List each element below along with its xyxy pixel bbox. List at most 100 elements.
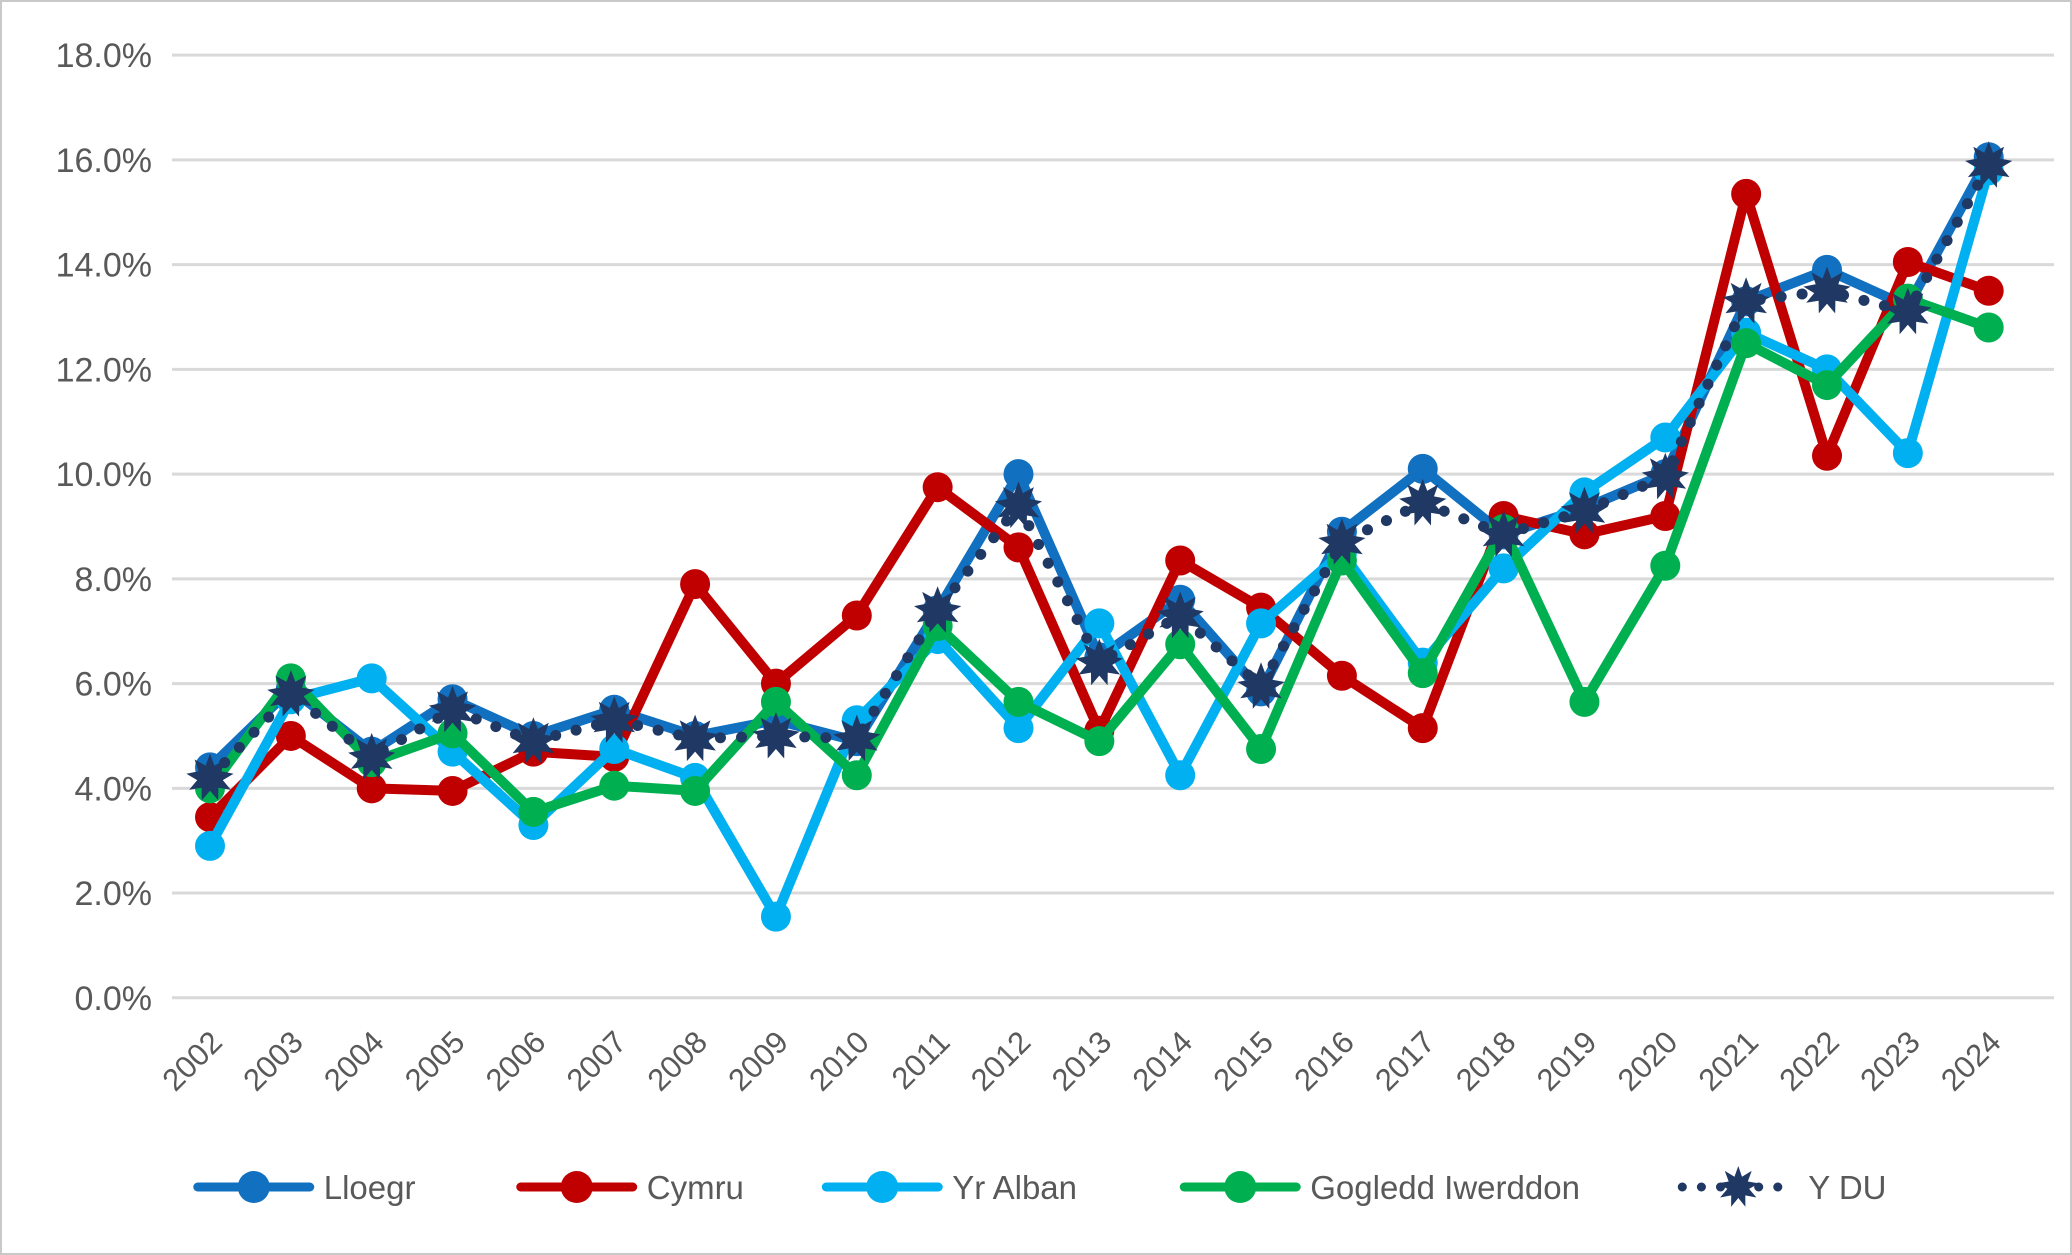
legend-label-y-du: Y DU	[1808, 1169, 1886, 1206]
x-tick-label: 2005	[398, 1024, 472, 1098]
marker-circle-cymru	[1973, 275, 2004, 306]
y-tick-label: 18.0%	[56, 37, 152, 75]
legend-label-gogledd-iwerddon: Gogledd Iwerddon	[1310, 1169, 1580, 1206]
marker-circle-cymru	[841, 600, 872, 631]
y-tick-label: 12.0%	[56, 351, 152, 389]
marker-star-y-du	[428, 685, 477, 733]
legend-marker-yr-alban	[866, 1171, 899, 1203]
marker-star-y-du	[267, 670, 315, 717]
marker-star-y-du	[348, 732, 396, 780]
marker-circle-cymru	[922, 472, 953, 503]
legend: Lloegr Cymru Yr Alban Gogledd Iwerddon Y DU	[193, 1166, 1887, 1207]
x-axis-tick-labels: 2002 2003 2004 2005 2006 2007 2008 2009 2010 2011…	[155, 1024, 2007, 1098]
marker-circle-gogledd-iwerddon	[1812, 370, 1842, 401]
marker-star-y-du	[1560, 486, 1609, 534]
x-tick-label: 2023	[1853, 1024, 1927, 1098]
marker-circle-yr-alban	[1165, 760, 1196, 791]
y-tick-label: 8.0%	[75, 561, 153, 599]
marker-circle-gogledd-iwerddon	[1003, 686, 1034, 717]
x-tick-label: 2015	[1206, 1024, 1280, 1098]
marker-star-y-du	[1237, 662, 1285, 709]
x-tick-label: 2017	[1368, 1024, 1442, 1098]
marker-star-y-du	[1884, 287, 1932, 335]
y-tick-label: 6.0%	[75, 666, 153, 704]
x-tick-label: 2012	[964, 1024, 1038, 1098]
x-tick-label: 2002	[155, 1024, 229, 1098]
marker-circle-cymru	[1326, 660, 1357, 691]
x-tick-label: 2007	[560, 1024, 634, 1098]
legend-item-y-du: Y DU	[1677, 1166, 1887, 1207]
legend-item-yr-alban: Yr Alban	[821, 1169, 1077, 1206]
y-tick-label: 16.0%	[56, 142, 152, 180]
marker-circle-yr-alban	[1892, 438, 1923, 469]
marker-circle-gogledd-iwerddon	[841, 760, 872, 791]
x-tick-label: 2013	[1045, 1024, 1119, 1098]
marker-circle-gogledd-iwerddon	[1973, 312, 2004, 343]
marker-star-y-du	[1965, 141, 2013, 188]
x-tick-label: 2014	[1126, 1024, 1200, 1098]
marker-circle-yr-alban	[760, 901, 791, 932]
legend-marker-cymru	[560, 1171, 593, 1203]
marker-star-y-du	[752, 712, 800, 759]
x-tick-label: 2018	[1449, 1024, 1523, 1098]
marker-circle-gogledd-iwerddon	[1569, 686, 1600, 717]
marker-circle-gogledd-iwerddon	[518, 796, 549, 827]
legend-marker-gogledd-iwerddon	[1224, 1171, 1257, 1203]
marker-star-y-du	[1722, 277, 1770, 324]
marker-circle-gogledd-iwerddon	[1165, 629, 1196, 660]
marker-circle-lloegr	[1003, 459, 1034, 490]
x-tick-label: 2009	[721, 1024, 795, 1098]
x-tick-label: 2021	[1692, 1024, 1766, 1098]
marker-circle-cymru	[275, 720, 306, 751]
y-tick-label: 14.0%	[56, 247, 152, 285]
x-tick-label: 2019	[1530, 1024, 1604, 1098]
marker-circle-yr-alban	[356, 663, 387, 694]
marker-circle-yr-alban	[1246, 608, 1277, 639]
legend-label-cymru: Cymru	[647, 1169, 744, 1206]
gridlines	[172, 53, 2054, 1000]
marker-star-y-du	[1803, 266, 1851, 314]
marker-circle-gogledd-iwerddon	[1650, 550, 1681, 581]
x-tick-label: 2008	[641, 1024, 715, 1098]
marker-star-y-du	[1075, 638, 1123, 686]
marker-circle-gogledd-iwerddon	[760, 686, 791, 717]
marker-circle-cymru	[437, 775, 468, 806]
y-tick-label: 2.0%	[75, 875, 153, 913]
marker-star-y-du	[1399, 478, 1447, 526]
marker-star-y-du	[590, 696, 638, 743]
x-tick-label: 2024	[1934, 1024, 2008, 1098]
marker-star-y-du	[914, 586, 962, 633]
series-gogledd-iwerddon	[195, 283, 2004, 827]
legend-label-lloegr: Lloegr	[324, 1169, 416, 1206]
marker-circle-cymru	[1165, 545, 1196, 576]
x-tick-label: 2003	[236, 1024, 310, 1098]
marker-circle-cymru	[1407, 713, 1438, 744]
marker-circle-yr-alban	[195, 830, 225, 861]
marker-star-y-du	[1156, 591, 1204, 639]
y-axis-tick-labels: 0.0% 2.0% 4.0% 6.0% 8.0% 10.0% 12.0% 14.0% 16.0%…	[56, 37, 152, 1018]
legend-marker-y-du	[1717, 1166, 1759, 1207]
marker-circle-cymru	[1892, 247, 1923, 278]
legend-item-lloegr: Lloegr	[193, 1169, 416, 1206]
marker-circle-yr-alban	[1084, 608, 1115, 639]
marker-star-y-du	[671, 714, 719, 762]
marker-star-y-du	[186, 753, 234, 801]
marker-circle-cymru	[1003, 532, 1034, 563]
legend-item-cymru: Cymru	[516, 1169, 744, 1206]
marker-circle-lloegr	[1407, 453, 1438, 484]
x-tick-label: 2022	[1772, 1024, 1846, 1098]
marker-circle-yr-alban	[1003, 713, 1034, 744]
marker-star-y-du	[509, 717, 557, 764]
legend-label-yr-alban: Yr Alban	[952, 1169, 1077, 1206]
series-yr-alban	[195, 155, 2004, 932]
y-tick-label: 10.0%	[56, 456, 152, 494]
x-tick-label: 2006	[479, 1024, 553, 1098]
legend-item-gogledd-iwerddon: Gogledd Iwerddon	[1179, 1169, 1580, 1206]
marker-circle-yr-alban	[1488, 553, 1519, 584]
marker-circle-yr-alban	[599, 734, 630, 765]
marker-circle-gogledd-iwerddon	[599, 770, 630, 801]
x-tick-label: 2010	[802, 1024, 876, 1098]
marker-circle-cymru	[356, 773, 387, 804]
